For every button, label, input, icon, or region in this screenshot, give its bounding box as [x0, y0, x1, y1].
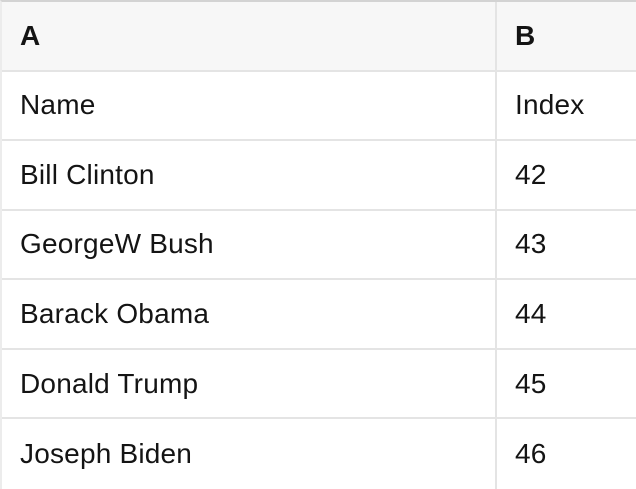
- table-cell-name-header: Name: [2, 71, 497, 140]
- table-cell-index: 42: [515, 158, 547, 190]
- table-row: Donald Trump 45: [2, 349, 636, 420]
- table-cell-index: 45: [515, 367, 547, 399]
- table-cell-index: 44: [515, 298, 547, 330]
- table-cell-name: GeorgeW Bush: [2, 210, 497, 279]
- table-cell-name: Bill Clinton: [2, 141, 497, 209]
- table-row: Barack Obama 44: [2, 280, 636, 350]
- table-cell-index-header: Index: [515, 89, 585, 121]
- table-cell-index: 46: [515, 438, 547, 470]
- table-row: Name Index: [2, 71, 636, 142]
- table-cell-name: Donald Trump: [2, 349, 497, 418]
- column-header-row: A B: [2, 2, 636, 72]
- table-row: Joseph Biden 46: [2, 419, 636, 489]
- table-cell-name: Barack Obama: [2, 280, 497, 348]
- table-row: GeorgeW Bush 43: [2, 210, 636, 281]
- table-row: Bill Clinton 42: [2, 141, 636, 211]
- table-cell-name: Joseph Biden: [2, 419, 497, 489]
- column-header-a: A: [2, 2, 497, 70]
- table-cell-index: 43: [515, 228, 547, 260]
- column-header-b: B: [515, 19, 536, 51]
